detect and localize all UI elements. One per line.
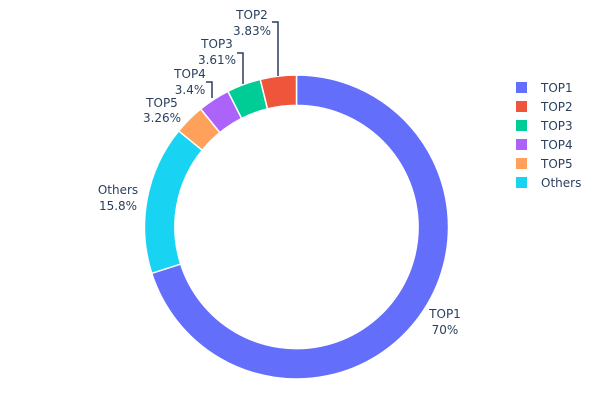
- label-top4-pct: 3.4%: [175, 83, 206, 97]
- legend-swatch: [516, 158, 527, 169]
- legend-label: TOP4: [540, 138, 573, 152]
- label-top3-name: TOP3: [200, 37, 233, 51]
- label-top2-pct: 3.83%: [233, 24, 271, 38]
- legend-label: Others: [541, 176, 581, 190]
- slice-top1[interactable]: [150, 74, 450, 380]
- legend-item-top1[interactable]: TOP1: [516, 81, 573, 95]
- legend-swatch: [516, 177, 527, 188]
- legend-item-top2[interactable]: TOP2: [516, 100, 573, 114]
- legend: TOP1 TOP2 TOP3 TOP4 TOP5 Others: [516, 81, 581, 190]
- label-top5-name: TOP5: [145, 96, 178, 110]
- label-top2-name: TOP2: [235, 8, 268, 22]
- slices: [143, 74, 450, 380]
- label-top1-name: TOP1: [428, 307, 461, 321]
- label-top4-name: TOP4: [173, 67, 206, 81]
- label-others-pct: 15.8%: [99, 199, 137, 213]
- label-others-name: Others: [98, 183, 138, 197]
- legend-swatch: [516, 139, 527, 150]
- legend-swatch: [516, 120, 527, 131]
- legend-label: TOP3: [540, 119, 573, 133]
- label-top3-pct: 3.61%: [198, 53, 236, 67]
- leader-line-top3: [237, 52, 244, 84]
- leader-line-top2: [272, 21, 279, 76]
- label-top5-pct: 3.26%: [143, 111, 181, 125]
- slice-labels: TOP1 70% Others 15.8% TOP5 3.26% TOP4 3.…: [98, 8, 461, 337]
- slice-others[interactable]: [143, 129, 204, 275]
- legend-item-others[interactable]: Others: [516, 176, 581, 190]
- legend-swatch: [516, 82, 527, 93]
- leader-line-top4: [206, 81, 213, 98]
- legend-label: TOP1: [540, 81, 573, 95]
- leader-lines: [206, 21, 279, 98]
- label-top1-pct: 70%: [432, 323, 459, 337]
- slice-top2[interactable]: [259, 74, 298, 110]
- legend-label: TOP5: [540, 157, 573, 171]
- legend-item-top4[interactable]: TOP4: [516, 138, 573, 152]
- legend-label: TOP2: [540, 100, 573, 114]
- legend-item-top3[interactable]: TOP3: [516, 119, 573, 133]
- legend-swatch: [516, 101, 527, 112]
- legend-item-top5[interactable]: TOP5: [516, 157, 573, 171]
